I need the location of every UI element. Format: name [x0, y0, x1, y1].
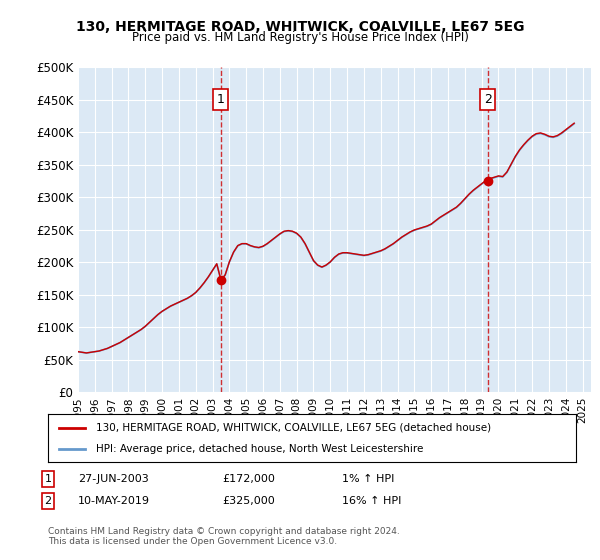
- Text: 2: 2: [484, 93, 491, 106]
- Text: 27-JUN-2003: 27-JUN-2003: [78, 474, 149, 484]
- Text: 130, HERMITAGE ROAD, WHITWICK, COALVILLE, LE67 5EG (detached house): 130, HERMITAGE ROAD, WHITWICK, COALVILLE…: [95, 423, 491, 433]
- Text: £325,000: £325,000: [222, 496, 275, 506]
- Text: 10-MAY-2019: 10-MAY-2019: [78, 496, 150, 506]
- Text: £172,000: £172,000: [222, 474, 275, 484]
- Text: 2: 2: [44, 496, 52, 506]
- Text: 1: 1: [217, 93, 225, 106]
- Text: Contains HM Land Registry data © Crown copyright and database right 2024.
This d: Contains HM Land Registry data © Crown c…: [48, 526, 400, 546]
- Text: 1: 1: [44, 474, 52, 484]
- Text: 1% ↑ HPI: 1% ↑ HPI: [342, 474, 394, 484]
- Text: Price paid vs. HM Land Registry's House Price Index (HPI): Price paid vs. HM Land Registry's House …: [131, 31, 469, 44]
- Text: 130, HERMITAGE ROAD, WHITWICK, COALVILLE, LE67 5EG: 130, HERMITAGE ROAD, WHITWICK, COALVILLE…: [76, 20, 524, 34]
- Text: 16% ↑ HPI: 16% ↑ HPI: [342, 496, 401, 506]
- Text: HPI: Average price, detached house, North West Leicestershire: HPI: Average price, detached house, Nort…: [95, 444, 423, 454]
